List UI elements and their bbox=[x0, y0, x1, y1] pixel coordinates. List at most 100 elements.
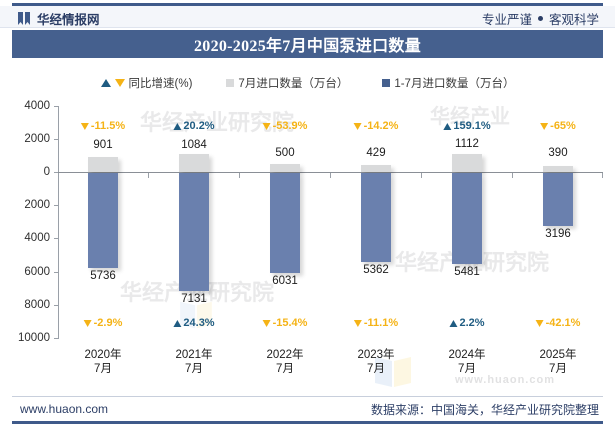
value-label-monthly: 390 bbox=[548, 147, 568, 159]
x-axis-category-month: 7月 bbox=[549, 363, 567, 375]
triangle-down-icon bbox=[114, 79, 125, 87]
x-axis-category: 2021年 7月 bbox=[175, 348, 212, 376]
x-axis-tick bbox=[602, 173, 603, 178]
bar-cumulative[interactable] bbox=[452, 173, 482, 264]
triangle-up-icon bbox=[449, 319, 458, 327]
x-axis-category-year: 2022年 bbox=[266, 349, 304, 361]
x-axis-category-month: 7月 bbox=[185, 363, 203, 375]
plot-area: 4000 2000 0 2000 4000 6000 8000 10000 -1… bbox=[18, 100, 603, 344]
page-footer: www.huaon.com 数据来源：中国海关，华经产业研究院整理 bbox=[0, 397, 615, 421]
growth-label-monthly: -14.2% bbox=[353, 120, 398, 132]
growth-label-cumulative: 2.2% bbox=[449, 317, 485, 329]
y-axis-tick bbox=[54, 205, 59, 206]
triangle-down-icon bbox=[80, 122, 89, 130]
y-axis-label: 4000 bbox=[24, 100, 50, 112]
footer-source: 数据来源：中国海关，华经产业研究院整理 bbox=[370, 402, 599, 417]
bar-cumulative[interactable] bbox=[543, 173, 573, 226]
y-axis-label: 2000 bbox=[24, 199, 50, 211]
value-label-monthly: 429 bbox=[366, 147, 386, 159]
x-axis-category: 2022年 7月 bbox=[266, 348, 303, 376]
bar-cumulative[interactable] bbox=[179, 173, 209, 291]
bar-group: -65% 390 3196 -42.1% bbox=[513, 106, 603, 338]
footer-url[interactable]: www.huaon.com bbox=[20, 402, 109, 416]
x-axis-tick bbox=[148, 173, 149, 178]
page-title: 2020-2025年7月中国泵进口数量 bbox=[193, 38, 422, 55]
bar-monthly[interactable] bbox=[361, 165, 391, 172]
x-axis-category-year: 2021年 bbox=[175, 349, 213, 361]
growth-label-cumulative: -15.4% bbox=[262, 317, 307, 329]
legend-item-monthly[interactable]: 7月进口数量（万台） bbox=[226, 75, 348, 91]
bar-monthly[interactable] bbox=[179, 154, 209, 172]
site-header bbox=[0, 6, 615, 28]
y-axis-tick bbox=[54, 338, 59, 339]
legend-label-monthly: 7月进口数量（万台） bbox=[238, 78, 349, 90]
y-axis-tick bbox=[54, 139, 59, 140]
legend-label-growth: 同比增速(%) bbox=[128, 78, 193, 90]
x-axis-tick bbox=[512, 173, 513, 178]
bar-monthly[interactable] bbox=[270, 164, 300, 172]
value-label-cumulative: 5481 bbox=[454, 266, 480, 278]
y-axis bbox=[58, 106, 59, 338]
x-axis-tick bbox=[330, 173, 331, 178]
triangle-down-icon bbox=[540, 122, 549, 130]
growth-label-monthly: 159.1% bbox=[443, 120, 491, 132]
value-label-cumulative: 5736 bbox=[90, 270, 116, 282]
growth-label-cumulative: -2.9% bbox=[83, 317, 122, 329]
triangle-down-icon bbox=[353, 319, 362, 327]
growth-label-monthly: -53.9% bbox=[262, 120, 307, 132]
legend-item-cumulative[interactable]: 1-7月进口数量（万台） bbox=[382, 75, 514, 91]
y-axis-label: 6000 bbox=[24, 266, 50, 278]
footer-divider bbox=[12, 396, 603, 397]
site-tagline: 专业严谨 客观科学 bbox=[482, 9, 599, 28]
bar-cumulative[interactable] bbox=[361, 173, 391, 262]
bar-group: 20.2% 1084 7131 24.3% bbox=[149, 106, 239, 338]
x-axis-category-year: 2023年 bbox=[357, 349, 395, 361]
brand[interactable]: 华经情报网 bbox=[18, 9, 100, 28]
bar-cumulative[interactable] bbox=[88, 173, 118, 268]
triangle-down-icon bbox=[262, 122, 271, 130]
x-axis-tick bbox=[239, 173, 240, 178]
growth-label-cumulative: -11.1% bbox=[353, 317, 398, 329]
x-axis-category-month: 7月 bbox=[367, 363, 385, 375]
triangle-up-icon bbox=[173, 319, 182, 327]
growth-label-cumulative: -42.1% bbox=[535, 317, 580, 329]
bar-monthly[interactable] bbox=[452, 154, 482, 172]
bar-group: -53.9% 500 6031 -15.4% bbox=[240, 106, 330, 338]
x-axis-category-month: 7月 bbox=[276, 363, 294, 375]
value-label-monthly: 1112 bbox=[455, 138, 479, 150]
value-label-cumulative: 5362 bbox=[363, 264, 389, 276]
brand-name: 华经情报网 bbox=[37, 13, 100, 27]
bar-monthly[interactable] bbox=[543, 166, 573, 172]
legend-item-growth[interactable]: 同比增速(%) bbox=[100, 75, 193, 91]
x-axis-category: 2020年 7月 bbox=[84, 348, 121, 376]
value-label-monthly: 500 bbox=[275, 147, 295, 159]
bullet-dot-icon bbox=[537, 16, 543, 21]
y-axis-label: 2000 bbox=[24, 133, 50, 145]
x-axis-category-year: 2024年 bbox=[448, 349, 486, 361]
y-axis-tick bbox=[54, 272, 59, 273]
bar-cumulative[interactable] bbox=[270, 173, 300, 273]
value-label-cumulative: 6031 bbox=[272, 275, 298, 287]
y-axis-label: 8000 bbox=[24, 299, 50, 311]
x-axis-category-month: 7月 bbox=[458, 363, 476, 375]
y-axis-label: 0 bbox=[43, 166, 50, 178]
y-axis-tick bbox=[54, 305, 59, 306]
growth-label-monthly: -65% bbox=[540, 120, 576, 132]
growth-label-cumulative: 24.3% bbox=[173, 317, 215, 329]
y-axis-label: 10000 bbox=[18, 332, 50, 344]
bar-monthly[interactable] bbox=[88, 157, 118, 172]
bar-group: -11.5% 901 5736 -2.9% bbox=[58, 106, 148, 338]
triangle-up-icon bbox=[173, 122, 182, 130]
bottom-rule bbox=[12, 421, 603, 424]
value-label-cumulative: 7131 bbox=[181, 293, 207, 305]
triangle-up-icon bbox=[100, 79, 111, 87]
x-axis-category-year: 2025年 bbox=[539, 349, 577, 361]
bar-group: 159.1% 1112 5481 2.2% bbox=[422, 106, 512, 338]
x-axis-category: 2023年 7月 bbox=[357, 348, 394, 376]
triangle-down-icon bbox=[353, 122, 362, 130]
growth-label-monthly: 20.2% bbox=[173, 120, 215, 132]
triangle-down-icon bbox=[83, 319, 92, 327]
square-swatch-icon bbox=[382, 79, 391, 87]
x-axis-category: 2024年 7月 bbox=[448, 348, 485, 376]
value-label-cumulative: 3196 bbox=[545, 228, 571, 240]
